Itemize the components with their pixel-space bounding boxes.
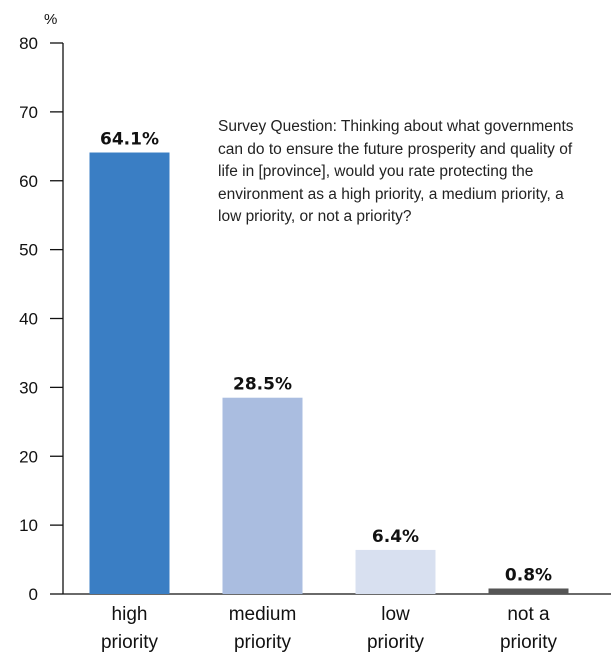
y-tick-label: 50 <box>19 241 38 260</box>
y-tick-label: 10 <box>19 516 38 535</box>
x-category-label: medium priority <box>229 604 297 653</box>
bar-value-label: 6.4% <box>372 527 419 547</box>
bars <box>89 152 569 595</box>
y-tick-label: 60 <box>19 172 38 191</box>
x-category-label: high priority <box>101 604 159 653</box>
y-tick-label: 30 <box>19 378 38 397</box>
y-tick-label: 0 <box>29 585 38 604</box>
y-unit-label: % <box>44 11 57 28</box>
x-category-labels: high priority medium priority low priority not… <box>101 604 558 653</box>
bar-value-label: 64.1% <box>100 130 159 150</box>
y-tick-label: 20 <box>19 447 38 466</box>
y-ticks: 0 10 20 30 40 50 60 70 80 <box>19 34 63 604</box>
data-labels: 64.1% 28.5% 6.4% 0.8% <box>100 130 552 586</box>
bar <box>355 549 436 594</box>
bar <box>488 588 569 594</box>
bar-value-label: 0.8% <box>505 565 552 585</box>
survey-question-annotation: Survey Question: Thinking about what gov… <box>218 118 574 225</box>
x-category-label: low priority <box>367 604 425 653</box>
x-category-label: not a priority <box>500 604 558 653</box>
y-tick-label: 80 <box>19 34 38 53</box>
y-tick-label: 70 <box>19 103 38 122</box>
bar <box>89 152 170 595</box>
bar-value-label: 28.5% <box>233 375 292 395</box>
bar <box>222 397 303 594</box>
y-tick-label: 40 <box>19 310 38 329</box>
